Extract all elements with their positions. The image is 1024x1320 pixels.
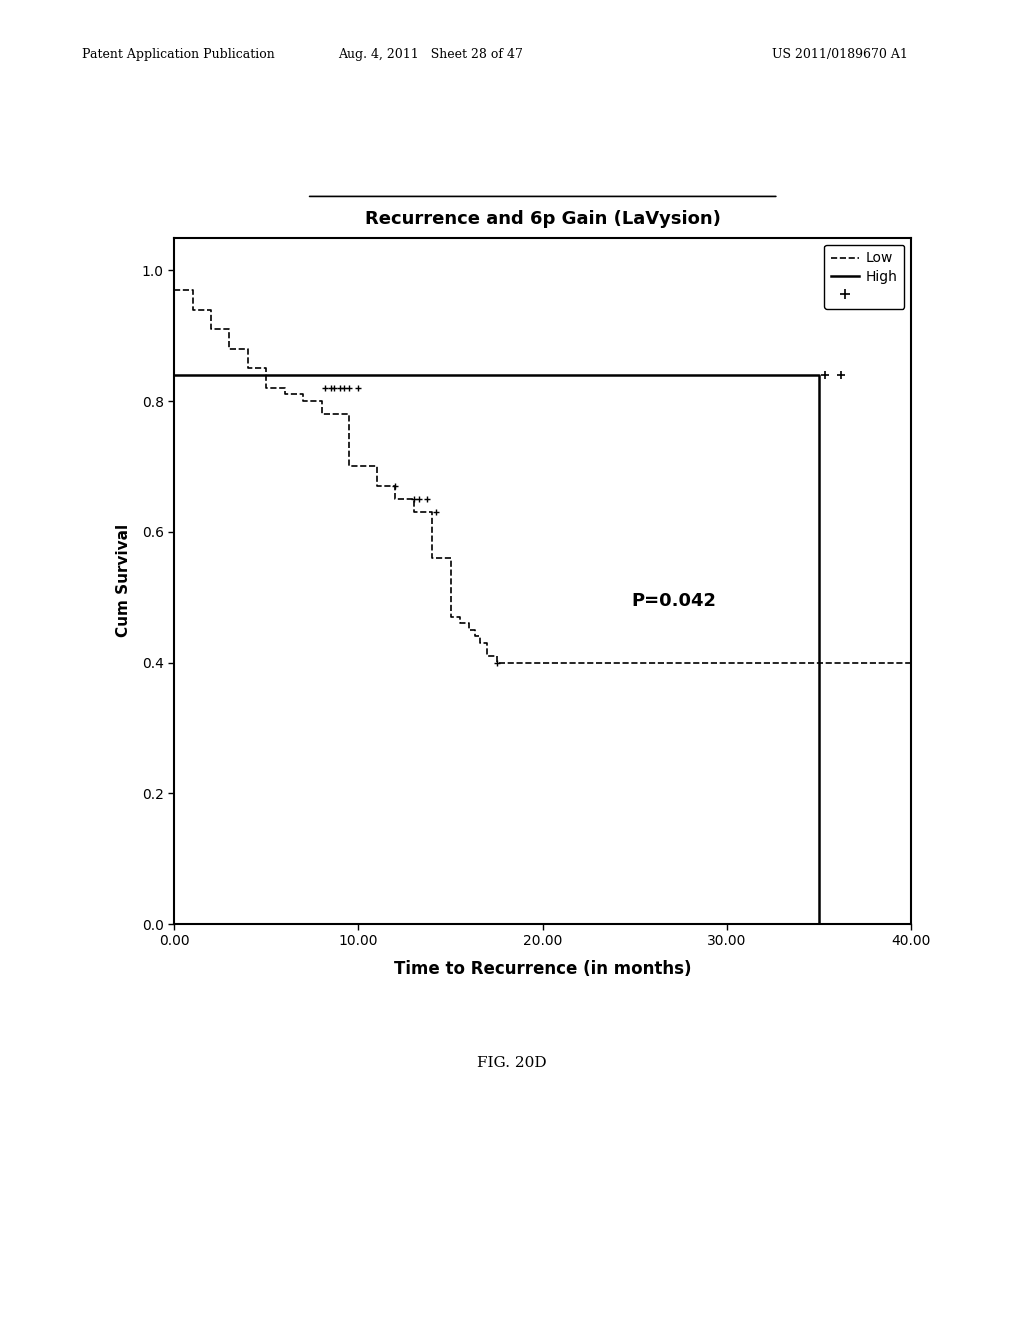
Low	[242, 341, 254, 356]
Low	[444, 609, 457, 624]
Low	[468, 622, 480, 638]
Low	[279, 380, 291, 396]
Low	[408, 504, 420, 520]
Legend: Low, High, : Low, High,	[824, 244, 904, 309]
Low	[223, 321, 236, 337]
Text: P=0.042: P=0.042	[631, 593, 716, 610]
Low	[481, 648, 494, 664]
Low	[474, 635, 486, 651]
Text: Patent Application Publication: Patent Application Publication	[82, 48, 274, 61]
Low	[371, 458, 383, 474]
Low	[490, 655, 503, 671]
X-axis label: Time to Recurrence (in months): Time to Recurrence (in months)	[394, 960, 691, 978]
Low	[260, 380, 272, 396]
Low	[315, 393, 328, 409]
Low	[408, 491, 420, 507]
Low	[426, 550, 438, 566]
Low	[389, 478, 401, 494]
Low	[905, 655, 918, 671]
Low	[371, 478, 383, 494]
Low	[205, 301, 217, 317]
Low	[168, 282, 180, 298]
High	[813, 916, 825, 932]
Text: US 2011/0189670 A1: US 2011/0189670 A1	[772, 48, 907, 61]
Low	[223, 341, 236, 356]
Y-axis label: Cum Survival: Cum Survival	[116, 524, 130, 638]
Low	[444, 550, 457, 566]
Low	[481, 635, 494, 651]
Low	[205, 321, 217, 337]
Low	[186, 301, 199, 317]
Low	[454, 609, 466, 624]
Low	[315, 407, 328, 422]
Line: Low: Low	[174, 290, 911, 663]
High	[813, 367, 825, 383]
Low	[426, 504, 438, 520]
Low	[343, 407, 355, 422]
Low	[242, 360, 254, 376]
Low	[463, 622, 475, 638]
Low	[279, 387, 291, 403]
Low	[343, 458, 355, 474]
Low	[468, 628, 480, 644]
Low	[474, 628, 486, 644]
Text: FIG. 20D: FIG. 20D	[477, 1056, 547, 1069]
Low	[463, 615, 475, 631]
Text: Aug. 4, 2011   Sheet 28 of 47: Aug. 4, 2011 Sheet 28 of 47	[338, 48, 522, 61]
High	[905, 916, 918, 932]
Low	[297, 393, 309, 409]
High	[168, 367, 180, 383]
Line: High: High	[174, 375, 911, 924]
Low	[389, 491, 401, 507]
Title: Recurrence and 6p Gain (LaVysion): Recurrence and 6p Gain (LaVysion)	[365, 210, 721, 228]
Low	[297, 387, 309, 403]
Low	[186, 282, 199, 298]
Low	[454, 615, 466, 631]
Low	[260, 360, 272, 376]
Low	[490, 648, 503, 664]
